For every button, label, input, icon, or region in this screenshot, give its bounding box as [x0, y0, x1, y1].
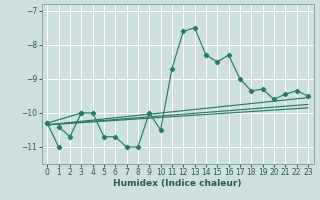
X-axis label: Humidex (Indice chaleur): Humidex (Indice chaleur) [113, 179, 242, 188]
